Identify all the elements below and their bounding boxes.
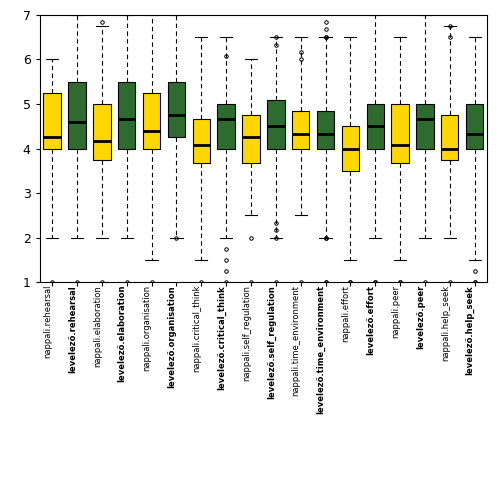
Bar	[193, 119, 210, 163]
Bar	[367, 104, 384, 149]
Text: levelező.critical_think: levelező.critical_think	[217, 285, 226, 390]
Bar	[168, 82, 185, 137]
Bar	[292, 112, 309, 149]
Text: levelező.peer: levelező.peer	[416, 285, 425, 349]
Text: nappali.time_environment: nappali.time_environment	[292, 285, 301, 396]
Text: levelező.effort: levelező.effort	[366, 285, 375, 355]
Text: nappali.effort: nappali.effort	[341, 285, 350, 342]
Text: nappali.self_regulation: nappali.self_regulation	[242, 285, 251, 381]
Bar	[243, 115, 260, 163]
Text: nappali.critical_think: nappali.critical_think	[192, 285, 201, 373]
Text: nappali.rehearsal: nappali.rehearsal	[43, 285, 52, 358]
Bar	[218, 104, 235, 149]
Bar	[466, 104, 483, 149]
Bar	[143, 93, 160, 149]
Text: levelező.self_regulation: levelező.self_regulation	[267, 285, 276, 399]
Text: nappali.peer: nappali.peer	[391, 285, 400, 338]
Bar	[416, 104, 433, 149]
Bar	[341, 126, 359, 171]
Text: levelező.rehearsal: levelező.rehearsal	[68, 285, 77, 373]
Text: nappali.help_seek: nappali.help_seek	[441, 285, 450, 361]
Text: levelező.help_seek: levelező.help_seek	[466, 285, 475, 375]
Bar	[317, 112, 334, 149]
Text: levelező.organisation: levelező.organisation	[167, 285, 176, 388]
Bar	[44, 93, 61, 149]
Text: nappali.organisation: nappali.organisation	[143, 285, 152, 371]
Bar	[267, 100, 284, 149]
Bar	[392, 104, 409, 163]
Bar	[69, 81, 86, 149]
Text: nappali.elaboration: nappali.elaboration	[93, 285, 102, 367]
Bar	[118, 81, 135, 149]
Text: levelező.time_environment: levelező.time_environment	[317, 285, 326, 414]
Bar	[93, 104, 110, 160]
Text: levelező.elaboration: levelező.elaboration	[118, 285, 127, 382]
Bar	[441, 115, 458, 160]
